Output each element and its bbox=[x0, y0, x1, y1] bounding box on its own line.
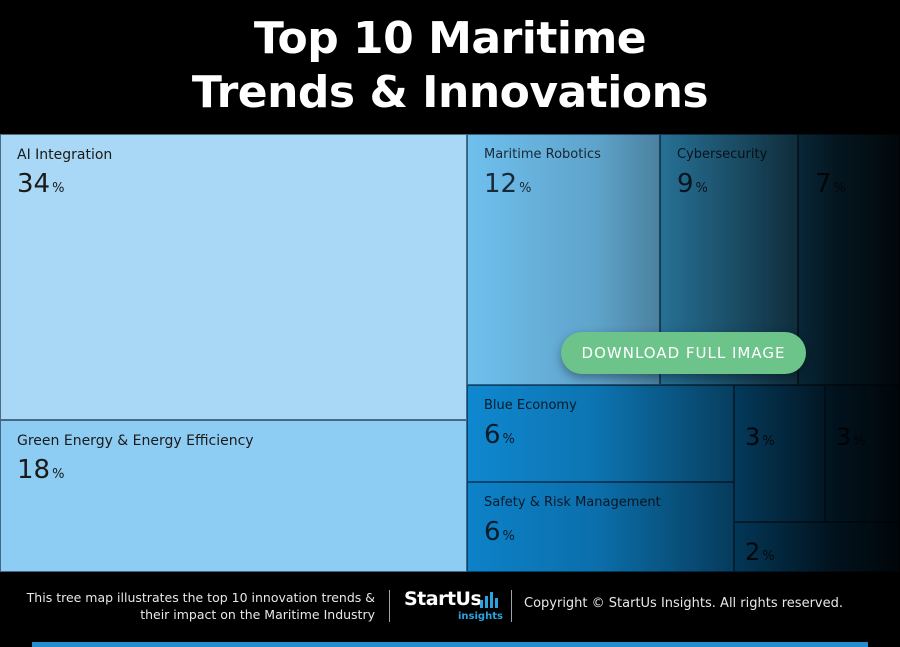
treemap-cell-label: AI Integration bbox=[17, 147, 113, 163]
footer-divider-right bbox=[511, 590, 512, 622]
footer: This tree map illustrates the top 10 inn… bbox=[0, 572, 900, 647]
treemap-cell-value: 7% bbox=[815, 169, 846, 199]
treemap-cell: Blue Economy 6% bbox=[467, 385, 734, 482]
treemap-cell-value: 3% bbox=[745, 422, 775, 452]
treemap-value-number: 9 bbox=[677, 169, 694, 199]
treemap-cell-label: Cybersecurity bbox=[677, 147, 768, 162]
treemap-cell-value: 6% bbox=[484, 517, 515, 547]
header: Top 10 Maritime Trends & Innovations bbox=[0, 0, 900, 134]
treemap-cell-value: 2% bbox=[745, 537, 775, 567]
treemap-value-number: 18 bbox=[17, 455, 51, 485]
treemap-value-unit: % bbox=[695, 181, 708, 196]
treemap-cell: 2% bbox=[734, 522, 900, 572]
treemap-cell: 3% bbox=[734, 385, 825, 522]
startus-insights-logo[interactable]: StartUs insights bbox=[404, 588, 503, 628]
footer-description: This tree map illustrates the top 10 inn… bbox=[10, 589, 375, 623]
bottom-accent-bar bbox=[32, 642, 868, 647]
treemap-value-unit: % bbox=[502, 529, 515, 544]
treemap-cell: 7% bbox=[798, 134, 900, 385]
treemap-cell-value: 34% bbox=[17, 169, 64, 199]
logo-text: StartUs bbox=[404, 588, 482, 610]
treemap-cell-value: 6% bbox=[484, 420, 515, 450]
footer-divider-left bbox=[389, 590, 390, 622]
logo-subtext: insights bbox=[458, 611, 503, 622]
title-line-2: Trends & Innovations bbox=[191, 67, 709, 118]
copyright-text: Copyright © StartUs Insights. All rights… bbox=[524, 596, 843, 611]
treemap-cell: 3% bbox=[825, 385, 900, 522]
treemap-value-number: 2 bbox=[745, 538, 761, 566]
treemap-value-number: 3 bbox=[836, 423, 852, 451]
treemap-cell-label: Green Energy & Energy Efficiency bbox=[17, 433, 254, 449]
treemap-cell-value: 12% bbox=[484, 169, 531, 199]
treemap-value-number: 6 bbox=[484, 517, 501, 547]
title-line-1: Top 10 Maritime bbox=[253, 13, 647, 64]
treemap-value-unit: % bbox=[502, 432, 515, 447]
treemap-value-unit: % bbox=[52, 181, 65, 196]
treemap-value-unit: % bbox=[519, 181, 532, 196]
logo-bars-icon bbox=[480, 592, 498, 608]
treemap-cell: Green Energy & Energy Efficiency 18% bbox=[0, 420, 467, 572]
treemap-value-unit: % bbox=[762, 549, 775, 564]
treemap-cell-value: 9% bbox=[677, 169, 708, 199]
treemap-value-number: 7 bbox=[815, 169, 832, 199]
treemap-value-number: 6 bbox=[484, 420, 501, 450]
treemap-cell-value: 3% bbox=[836, 422, 866, 452]
download-full-image-button[interactable]: DOWNLOAD FULL IMAGE bbox=[561, 332, 806, 374]
treemap-value-unit: % bbox=[52, 467, 65, 482]
treemap-value-unit: % bbox=[833, 181, 846, 196]
treemap-cell-label: Safety & Risk Management bbox=[484, 495, 661, 510]
footer-description-line-1: This tree map illustrates the top 10 inn… bbox=[26, 590, 375, 605]
treemap-value-number: 12 bbox=[484, 169, 518, 199]
treemap-cell: Safety & Risk Management 6% bbox=[467, 482, 734, 572]
treemap-cell-label: Blue Economy bbox=[484, 398, 577, 413]
treemap-cell: AI Integration 34% bbox=[0, 134, 467, 420]
treemap-value-number: 3 bbox=[745, 423, 761, 451]
treemap-cell-value: 18% bbox=[17, 455, 64, 485]
treemap-value-unit: % bbox=[853, 434, 866, 449]
treemap-cell-label: Maritime Robotics bbox=[484, 147, 601, 162]
footer-description-line-2: their impact on the Maritime Industry bbox=[140, 607, 375, 622]
treemap-value-unit: % bbox=[762, 434, 775, 449]
treemap-value-number: 34 bbox=[17, 169, 51, 199]
